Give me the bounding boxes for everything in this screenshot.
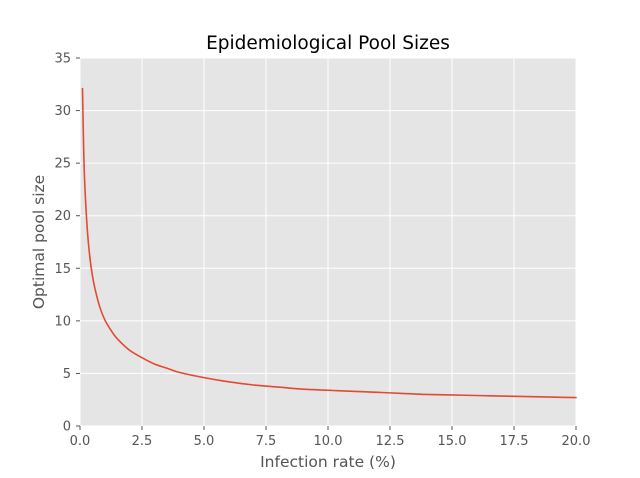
y-tick-label: 25 <box>54 157 71 172</box>
x-tick-label: 2.5 <box>132 434 153 449</box>
y-axis-label: Optimal pool size <box>30 175 48 309</box>
y-tick-label: 5 <box>63 367 71 382</box>
y-axis-ticks: 0 5 10 15 20 25 30 35 <box>54 52 80 435</box>
x-tick-label: 10.0 <box>314 434 343 449</box>
x-tick-label: 0.0 <box>70 434 91 449</box>
y-tick-label: 30 <box>54 104 71 119</box>
x-tick-label: 12.5 <box>376 434 405 449</box>
x-tick-label: 5.0 <box>194 434 215 449</box>
series-layer <box>81 87 577 399</box>
x-tick-label: 15.0 <box>438 434 467 449</box>
x-axis-label: Infection rate (%) <box>260 453 396 471</box>
series-line <box>81 87 577 399</box>
y-tick-label: 0 <box>63 420 71 435</box>
y-tick-label: 10 <box>54 314 71 329</box>
y-tick-label: 15 <box>54 262 71 277</box>
chart-title: Epidemiological Pool Sizes <box>206 33 450 54</box>
x-tick-label: 20.0 <box>562 434 591 449</box>
x-tick-label: 17.5 <box>500 434 529 449</box>
y-tick-label: 20 <box>54 209 71 224</box>
x-axis-ticks: 0.0 2.5 5.0 7.5 10.0 12.5 15.0 17.5 20.0 <box>70 426 591 449</box>
x-tick-label: 7.5 <box>256 434 277 449</box>
y-tick-label: 35 <box>54 52 71 67</box>
